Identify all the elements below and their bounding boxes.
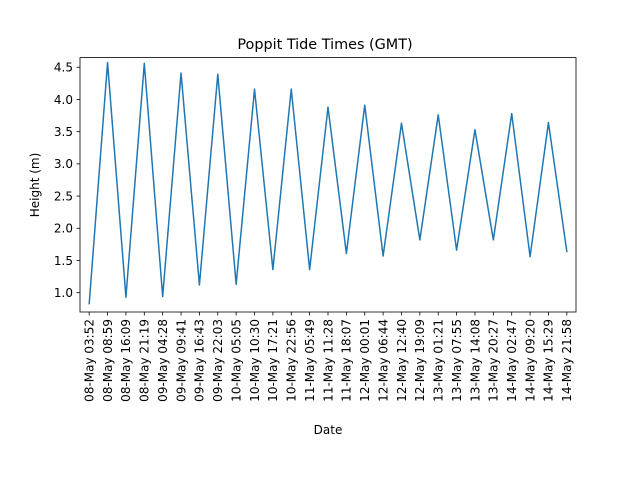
- tide-point: [400, 122, 403, 124]
- x-tick-label: 13-May 01:21: [432, 319, 446, 402]
- x-tick-label: 10-May 17:21: [266, 319, 280, 402]
- tide-point: [474, 129, 476, 131]
- x-axis-title: Date: [314, 423, 343, 437]
- x-tick-label: 10-May 05:05: [229, 319, 243, 402]
- y-tick-label: 1.5: [54, 254, 73, 268]
- x-tick-label: 14-May 09:20: [523, 319, 537, 402]
- x-tick-label: 11-May 18:07: [340, 319, 354, 402]
- y-tick-label: 4.0: [54, 93, 73, 107]
- y-tick-label: 2.0: [54, 222, 73, 236]
- tide-point: [88, 303, 90, 305]
- tide-point: [309, 268, 311, 271]
- x-tick-label: 13-May 20:27: [487, 319, 501, 402]
- tide-point: [437, 114, 439, 116]
- tide-point: [217, 73, 219, 75]
- x-tick-label: 08-May 08:59: [101, 319, 115, 402]
- x-tick-label: 11-May 11:28: [321, 319, 335, 402]
- tide-point: [382, 255, 384, 257]
- x-tick-label: 13-May 07:55: [450, 319, 464, 402]
- tide-point: [106, 62, 109, 64]
- chart-title: Poppit Tide Times (GMT): [237, 37, 412, 53]
- x-tick-label: 12-May 12:40: [395, 319, 409, 402]
- x-tick-label: 14-May 15:29: [542, 319, 556, 402]
- tide-point: [345, 252, 347, 254]
- tide-point: [272, 268, 274, 271]
- tide-point: [143, 62, 145, 64]
- x-tick-label: 13-May 14:08: [468, 319, 482, 402]
- tide-point: [253, 88, 256, 90]
- y-axis-title: Height (m): [28, 153, 42, 218]
- x-tick-label: 12-May 00:01: [358, 319, 372, 402]
- x-tick-label: 08-May 16:09: [119, 319, 133, 402]
- tide-point: [198, 284, 201, 286]
- tide-point: [566, 250, 568, 253]
- x-tick-label: 08-May 21:19: [138, 319, 152, 402]
- x-axis-ticks: 08-May 03:52 08-May 08:59 08-May 16:09 08-M…: [82, 312, 574, 402]
- tide-point: [455, 249, 458, 251]
- x-tick-label: 12-May 06:44: [376, 319, 390, 402]
- tide-point: [364, 104, 366, 106]
- tide-point: [290, 88, 292, 90]
- tide-point: [162, 295, 164, 298]
- tide-point: [235, 283, 237, 285]
- tide-point: [511, 113, 513, 115]
- x-tick-label: 10-May 10:30: [248, 319, 262, 402]
- y-tick-label: 1.0: [54, 286, 73, 300]
- x-tick-label: 09-May 16:43: [193, 319, 207, 402]
- x-tick-label: 14-May 21:58: [560, 319, 574, 402]
- tide-point: [125, 296, 127, 298]
- tide-point: [529, 256, 531, 258]
- x-tick-label: 08-May 03:52: [82, 319, 96, 402]
- tide-point: [547, 122, 550, 124]
- x-tick-label: 09-May 09:41: [174, 319, 188, 402]
- y-tick-label: 2.5: [54, 189, 73, 203]
- tide-point: [419, 239, 421, 241]
- y-tick-label: 3.5: [54, 125, 73, 139]
- plot-frame: [79, 57, 577, 313]
- tide-point: [180, 72, 182, 74]
- tide-point: [327, 106, 329, 108]
- x-tick-label: 09-May 22:03: [211, 319, 225, 402]
- x-tick-label: 10-May 22:56: [285, 319, 299, 402]
- x-tick-label: 11-May 05:49: [303, 319, 317, 402]
- y-tick-label: 4.5: [54, 61, 73, 75]
- x-tick-label: 09-May 04:28: [156, 319, 170, 402]
- y-axis-ticks: 1.0 1.5 2.0 2.5 3.0 3.5 4.0 4.5: [54, 61, 80, 300]
- x-tick-label: 14-May 02:47: [505, 319, 519, 402]
- series-layer: [88, 62, 568, 305]
- y-tick-label: 3.0: [54, 157, 73, 171]
- tide-point: [492, 239, 494, 241]
- x-tick-label: 12-May 19:09: [413, 319, 427, 402]
